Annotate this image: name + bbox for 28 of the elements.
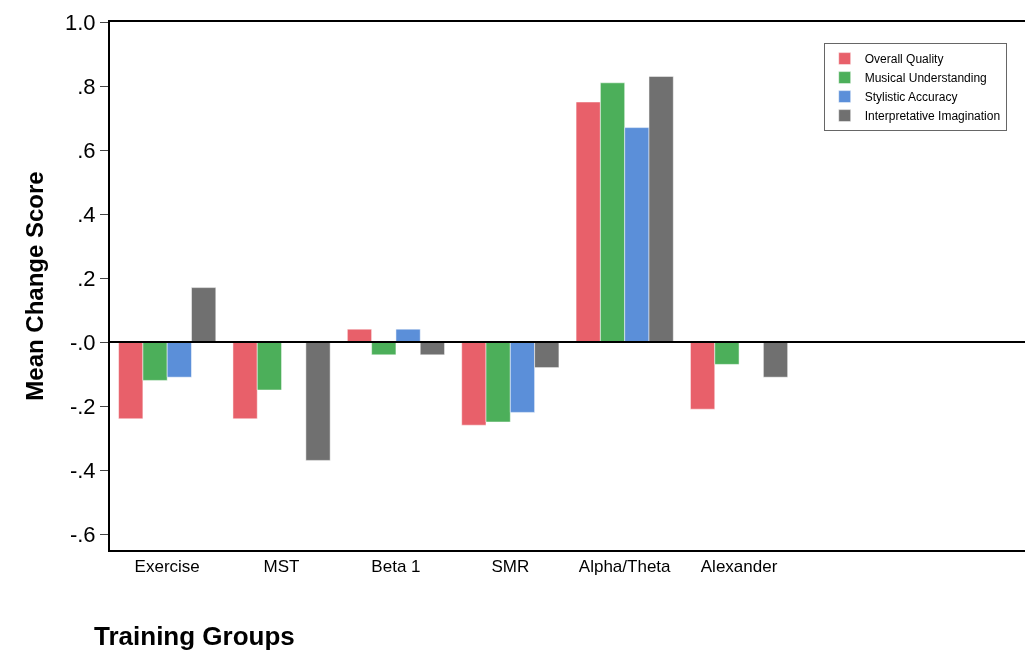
- bar: [305, 341, 331, 461]
- x-tick-label: Beta 1: [371, 557, 421, 577]
- x-tick-label: SMR: [491, 557, 530, 577]
- bar: [395, 328, 421, 343]
- bar: [419, 341, 445, 356]
- x-axis-title: Training Groups: [94, 621, 295, 651]
- y-tick-label: .6: [77, 137, 96, 163]
- legend-label: Stylistic Accuracy: [864, 90, 958, 105]
- bar: [347, 328, 372, 343]
- x-tick-label: MST: [263, 557, 300, 577]
- y-tick-label: .4: [77, 201, 96, 227]
- x-tick-label: Alexander: [700, 557, 778, 577]
- y-axis-title: Mean Change Score: [20, 171, 48, 401]
- bar: [191, 287, 217, 343]
- y-tick-label: .8: [77, 73, 96, 99]
- bar: [763, 341, 788, 378]
- y-tick-label: -.2: [69, 393, 96, 419]
- legend-label: Interpretative Imagination: [864, 109, 1001, 124]
- y-tick-label: 1.0: [65, 9, 96, 35]
- legend-label: Overall Quality: [864, 52, 944, 67]
- legend-label: Musical Understanding: [864, 71, 987, 86]
- bar: [371, 341, 397, 356]
- y-tick-label: -.6: [69, 521, 96, 547]
- y-tick-label: -.4: [69, 457, 96, 483]
- y-tick-label: .2: [77, 265, 96, 291]
- x-tick-label: Exercise: [134, 557, 200, 577]
- y-tick-label: -.0: [69, 329, 96, 355]
- x-tick-label: Alpha/Theta: [578, 557, 672, 577]
